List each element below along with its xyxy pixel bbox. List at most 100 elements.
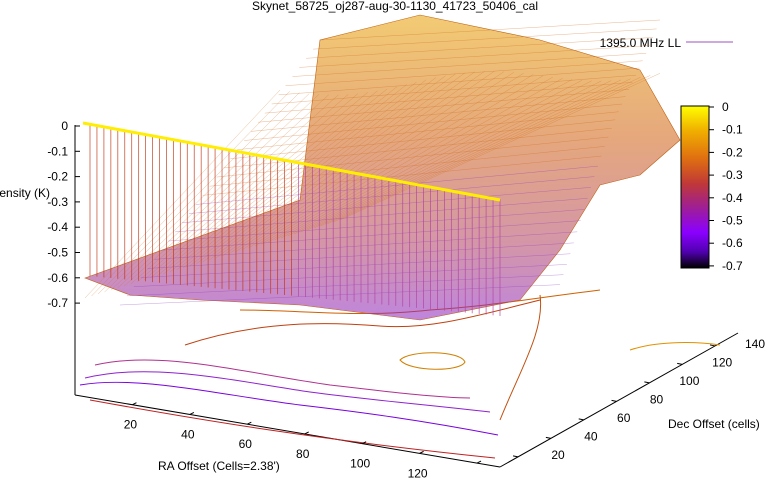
surface-wire <box>339 73 661 221</box>
intensity-surface <box>84 14 681 321</box>
contour-line <box>399 352 466 370</box>
x-tick-label: 20 <box>124 418 138 432</box>
x-tick-mark <box>419 450 424 454</box>
colorbar-tick-label: -0.1 <box>722 123 743 137</box>
surface-wire <box>264 82 633 114</box>
surface-wire <box>215 71 475 259</box>
y-axis: 20 40 60 80 100 120 140 <box>512 337 765 462</box>
surface-wire <box>176 81 417 271</box>
colorbar-tick-label: -0.3 <box>722 168 743 182</box>
z-axis: 0 -0.1 -0.2 -0.3 -0.4 -0.5 -0.6 -0.7 <box>47 119 80 310</box>
x-tick-mark <box>304 431 309 435</box>
surface-wire <box>209 146 605 187</box>
surface-wire <box>216 136 609 178</box>
y-tick-mark <box>578 418 584 421</box>
y-tick-label: 120 <box>712 355 732 369</box>
z-tick-label: -0.4 <box>47 220 68 234</box>
surface-wire <box>241 72 514 251</box>
surface-wire <box>133 264 567 287</box>
colorbar-tick-label: -0.6 <box>722 236 743 250</box>
x-tick-label: 100 <box>350 457 370 471</box>
surface-wire <box>267 76 553 243</box>
y-tick-mark <box>512 455 519 458</box>
surface-wire <box>307 80 612 231</box>
y-tick-label: 40 <box>584 429 598 443</box>
contour-line <box>184 299 541 346</box>
x-tick-mark <box>361 441 367 445</box>
x-tick-label: 120 <box>408 466 428 478</box>
peak-ridge <box>82 121 501 202</box>
surface-wire <box>278 67 640 96</box>
contour-line <box>89 399 496 459</box>
y-tick-mark <box>545 436 551 439</box>
surface-wire <box>299 45 650 68</box>
chart-title: Skynet_58725_oj287-aug-30-1130_41723_504… <box>252 0 538 13</box>
surface-wire <box>257 89 629 123</box>
colorbar-tick-label: 0 <box>722 100 729 114</box>
surface-wire <box>333 75 651 223</box>
z-tick-label: -0.1 <box>47 144 68 158</box>
colorbar-tick-label: -0.5 <box>722 214 743 228</box>
surface-wire <box>230 119 616 159</box>
surface-wire <box>320 78 631 227</box>
surface-wire <box>287 80 583 237</box>
contour-line <box>94 359 471 399</box>
surface-wire <box>202 155 602 196</box>
y-tick-label: 140 <box>745 337 765 351</box>
z-axis-label: Intensity (K) <box>0 186 50 200</box>
surface-wire <box>319 19 661 41</box>
surface-wire <box>285 60 643 86</box>
z-tick-label: -0.2 <box>47 170 68 184</box>
x-tick-mark <box>476 460 482 464</box>
surface-wire <box>209 72 466 261</box>
surface-wire <box>126 274 564 297</box>
contour-line <box>499 294 542 421</box>
floor-axes <box>74 125 739 468</box>
surface-wire <box>244 103 623 141</box>
z-tick-label: -0.3 <box>47 195 68 209</box>
surface-wire <box>313 28 657 50</box>
surface-wire <box>196 75 446 265</box>
surface-wire <box>222 71 485 257</box>
y-axis-label: Dec Offset (cells) <box>668 417 760 431</box>
contour-line <box>84 371 491 413</box>
y-tick-mark <box>644 381 650 384</box>
surface-wire <box>306 37 654 59</box>
surface-wire <box>248 73 524 249</box>
surface-wire <box>161 220 581 251</box>
y-tick-mark <box>709 344 716 347</box>
surface-wire <box>313 79 622 229</box>
x-axis-label: RA Offset (Cells=2.38') <box>158 459 280 473</box>
contour-line <box>629 342 721 351</box>
x-tick-label: 80 <box>296 447 310 461</box>
surface-wire <box>235 71 505 253</box>
x-tick-mark <box>247 421 252 425</box>
colorbar-tick-label: -0.2 <box>722 145 743 159</box>
surface-wire <box>195 165 598 205</box>
colorbar-axis: 0 -0.1 -0.2 -0.3 -0.4 -0.5 -0.6 -0.7 <box>709 100 743 273</box>
y-tick-mark <box>611 399 617 402</box>
surface-wire <box>271 74 636 105</box>
y-tick-label: 80 <box>650 392 664 406</box>
surface-wire <box>163 86 398 275</box>
surface-wire <box>237 111 619 150</box>
surface-wire <box>274 78 563 241</box>
surface-wire <box>281 79 573 239</box>
x-tick-label: 40 <box>181 427 195 441</box>
x-tick-mark <box>132 402 137 406</box>
drop-lines <box>89 124 501 316</box>
colorbar-tick-label: -0.4 <box>722 191 743 205</box>
ridge-line <box>82 121 501 202</box>
surface-wire <box>156 88 388 277</box>
z-tick-label: 0 <box>61 119 68 133</box>
surface-wire <box>140 253 571 278</box>
surface-wire <box>130 94 349 285</box>
y-tick-label: 100 <box>679 374 699 388</box>
colorbar <box>680 105 710 269</box>
x-tick-mark <box>189 412 195 415</box>
surface-wire <box>261 75 544 245</box>
y-tick-label: 20 <box>551 448 565 462</box>
surface-wire <box>175 198 588 233</box>
